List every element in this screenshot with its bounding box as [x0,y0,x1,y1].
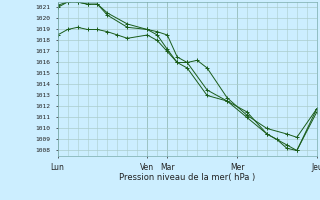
X-axis label: Pression niveau de la mer( hPa ): Pression niveau de la mer( hPa ) [119,173,255,182]
